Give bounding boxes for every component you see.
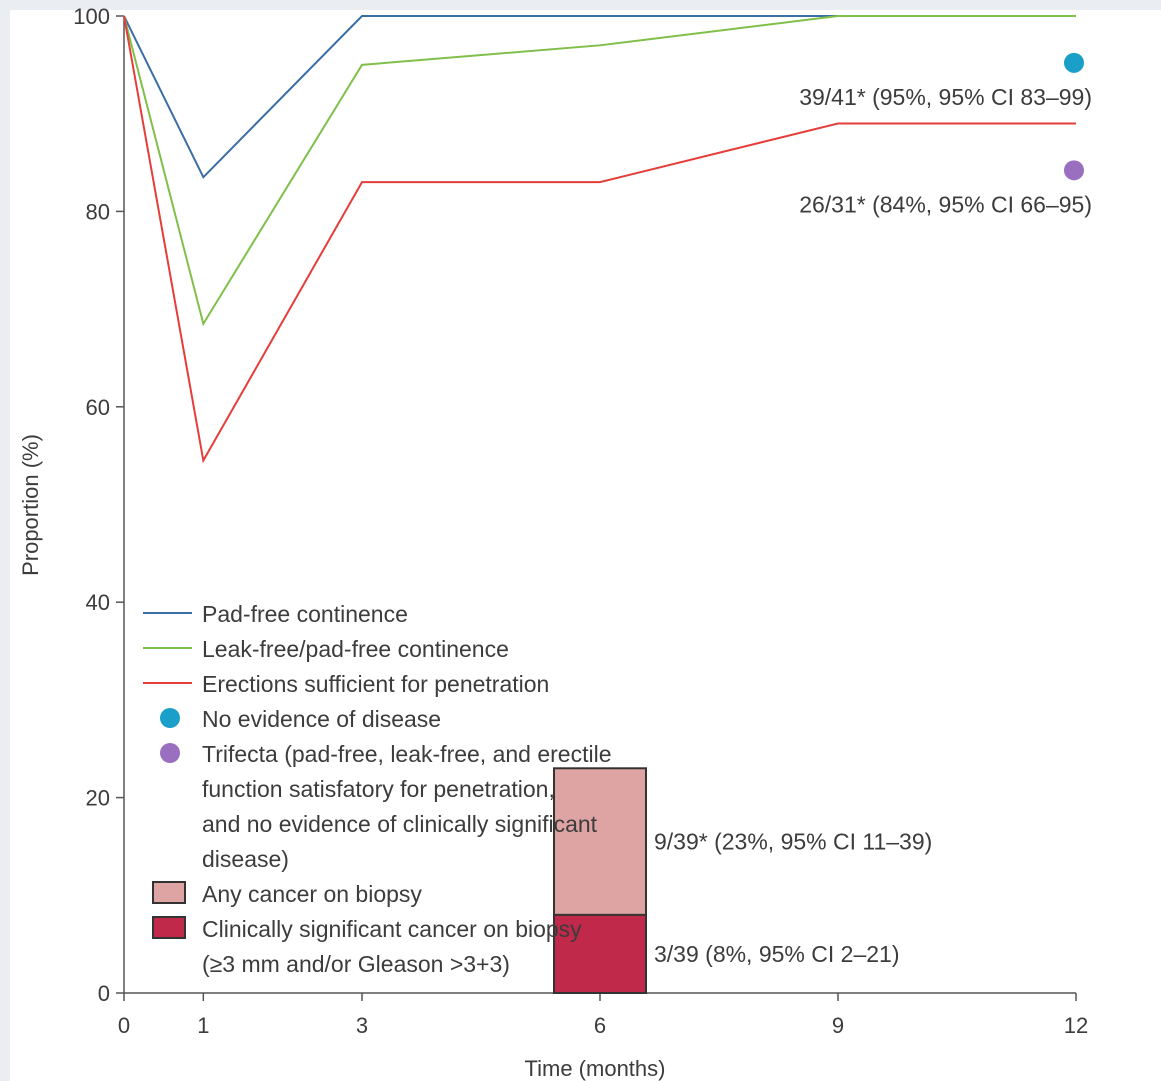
x-tick-label: 12 (1064, 1013, 1088, 1038)
x-tick-label: 1 (197, 1013, 209, 1038)
x-axis-label: Time (months) (525, 1056, 666, 1081)
legend-label: No evidence of disease (202, 706, 441, 732)
legend-label: (≥3 mm and/or Gleason >3+3) (202, 951, 510, 977)
legend-box-swatch (152, 881, 186, 904)
point-label-2: 26/31* (84%, 95% CI 66–95) (799, 191, 1092, 217)
x-tick-label: 6 (594, 1013, 606, 1038)
legend-label: Trifecta (pad-free, leak-free, and erect… (202, 741, 612, 767)
y-tick-label: 20 (86, 786, 110, 811)
legend-label: Erections sufficient for penetration (202, 671, 549, 697)
bar-label-clinically-significant: 3/39 (8%, 95% CI 2–21) (654, 941, 899, 967)
series-line-2 (123, 15, 1076, 327)
bar-clinically-significant (553, 913, 647, 995)
legend-label: Clinically significant cancer on biopsy (202, 916, 582, 942)
y-tick-label: 40 (86, 590, 110, 615)
x-tick-label: 0 (118, 1013, 130, 1038)
legend-dot-swatch (160, 743, 180, 763)
legend-label: Pad-free continence (202, 601, 408, 627)
points: 39/41* (95%, 95% CI 83–99) 26/31* (84%, 9… (799, 52, 1092, 217)
point-label-1: 39/41* (95%, 95% CI 83–99) (799, 84, 1092, 110)
legend-label: Any cancer on biopsy (202, 881, 422, 907)
y-tick-label: 0 (98, 981, 110, 1006)
y-tick-label: 80 (86, 199, 110, 224)
y-axis-label: Proportion (%) (18, 434, 43, 576)
bars: 9/39* (23%, 95% CI 11–39) 3/39 (8%, 95% C… (553, 767, 932, 995)
legend-label: Leak-free/pad-free continence (202, 636, 509, 662)
legend-label: and no evidence of clinically significan… (202, 811, 598, 837)
series-lines (123, 15, 1076, 464)
legend-label: disease) (202, 846, 289, 872)
y-tick-label: 100 (73, 4, 110, 29)
legend-box-swatch (152, 916, 186, 939)
x-tick-label: 3 (356, 1013, 368, 1038)
legend: Pad-free continence Leak-free/pad-free co… (143, 601, 612, 977)
point-1 (1064, 52, 1084, 73)
legend-dot-swatch (160, 708, 180, 728)
x-tick-label: 9 (832, 1013, 844, 1038)
legend-label: function satisfatory for penetration, (202, 776, 555, 802)
point-2 (1064, 160, 1084, 181)
ticks: 0 1 3 6 9 12 0 20 40 60 80 100 (73, 4, 1088, 1038)
series-line-3 (123, 15, 1076, 464)
y-tick-label: 60 (86, 395, 110, 420)
bar-label-any-cancer: 9/39* (23%, 95% CI 11–39) (654, 829, 932, 855)
